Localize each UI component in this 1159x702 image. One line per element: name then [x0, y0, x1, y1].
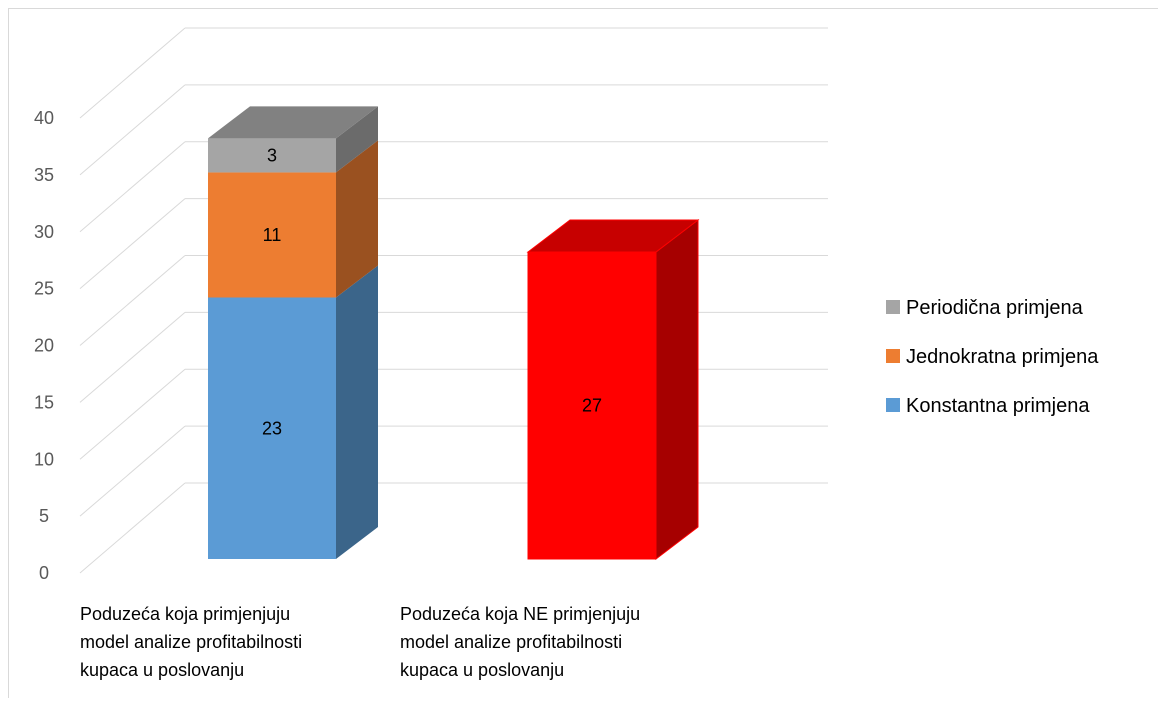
bars: 23 11 3 27	[208, 106, 700, 561]
bar-segment-jednokratna-front-face	[208, 172, 336, 298]
axes: 0 5 10 15 20 25 30 35 40 Poduzeća koja primjenjuj…	[34, 108, 640, 680]
gridline-side	[79, 255, 186, 346]
legend-item: Konstantna primjena	[886, 395, 1090, 417]
data-label: 11	[263, 225, 282, 245]
legend-swatch	[886, 300, 900, 314]
data-label: 27	[582, 396, 602, 416]
gridline-side	[79, 425, 186, 517]
gridline-side	[79, 368, 186, 460]
y-tick-label: 30	[34, 222, 54, 242]
gridline-side	[79, 482, 186, 574]
legend-swatch	[886, 398, 900, 412]
bar-segment-jednokratna-side-face	[336, 140, 378, 298]
y-tick-label: 40	[34, 108, 54, 128]
bar-segment-konstantna	[208, 265, 378, 559]
legend-label: Periodična primjena	[906, 297, 1084, 319]
gridline-side	[79, 311, 186, 403]
gridline-side	[79, 198, 186, 290]
y-tick-label: 10	[34, 449, 54, 469]
y-tick-label: 20	[34, 336, 54, 356]
gridline-side	[79, 84, 186, 176]
data-label: 23	[262, 418, 282, 438]
bar-segment-periodicna-side-face	[336, 106, 378, 173]
legend-item: Periodična primjena	[886, 297, 1084, 319]
legend-label: Jednokratna primjena	[906, 346, 1099, 368]
data-label: 3	[267, 145, 277, 165]
legend-item: Jednokratna primjena	[886, 346, 1099, 368]
bar-segment-jednokratna	[208, 140, 378, 298]
bar-segment-periodicna	[208, 106, 378, 173]
bar-segment-konstantna-side-face	[336, 265, 378, 559]
gridline-side	[79, 141, 186, 233]
category-label: Poduzeća koja NE primjenjuju model analiz…	[400, 604, 640, 680]
bar-segment-periodicna-front-face	[208, 138, 336, 173]
category-label: Poduzeća koja primjenjuju model analize p…	[80, 604, 302, 680]
legend-swatch	[886, 349, 900, 363]
bar-ne-primjenjuju-front-face	[527, 251, 657, 560]
gridline-side	[79, 27, 186, 119]
y-tick-label: 15	[34, 392, 54, 412]
bar-segment-periodicna-top-face	[208, 106, 378, 139]
bar-ne-primjenjuju	[526, 219, 700, 561]
chart-frame	[8, 8, 1158, 698]
legend: Periodična primjena Jednokratna primjena K…	[886, 297, 1099, 417]
bar-ne-primjenjuju-top-face	[526, 219, 700, 253]
y-tick-label: 25	[34, 279, 54, 299]
gridlines	[79, 27, 828, 574]
bar-ne-primjenjuju-side-face	[655, 219, 699, 561]
y-tick-label: 35	[34, 165, 54, 185]
legend-label: Konstantna primjena	[906, 395, 1090, 417]
bar-segment-konstantna-front-face	[208, 297, 336, 559]
y-tick-label: 0	[39, 563, 49, 583]
y-tick-label: 5	[39, 506, 49, 526]
